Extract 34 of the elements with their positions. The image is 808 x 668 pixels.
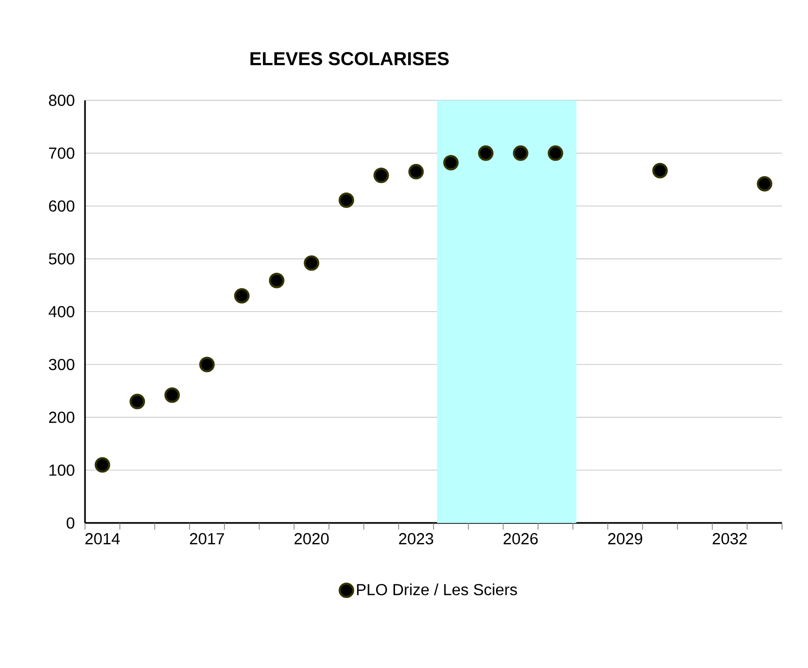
point xyxy=(652,162,668,178)
y-tick-label: 300 xyxy=(48,358,74,370)
y-tick-label: 400 xyxy=(48,306,74,318)
x-tick-label: 2029 xyxy=(608,533,642,544)
point xyxy=(373,168,389,184)
point xyxy=(234,288,250,304)
y-tick-label: 0 xyxy=(66,517,74,529)
x-tick-label: 2017 xyxy=(190,533,224,544)
point xyxy=(756,176,772,192)
point xyxy=(199,356,215,372)
y-tick-label: 100 xyxy=(49,464,74,476)
point xyxy=(512,145,528,161)
point xyxy=(408,164,424,180)
chart-title: ELEVES SCOLARISES xyxy=(250,52,449,66)
y-tick-label: 800 xyxy=(48,94,74,106)
x-tick-label: 2023 xyxy=(399,533,434,544)
point xyxy=(94,457,110,473)
point xyxy=(304,255,320,271)
legend-label: PLO Drize / Les Sciers xyxy=(357,584,517,596)
y-tick-label: 700 xyxy=(49,148,74,159)
point xyxy=(338,192,354,208)
point xyxy=(548,145,564,161)
x-tick-label: 2026 xyxy=(504,533,538,544)
x-tick-label: 2014 xyxy=(85,533,120,544)
y-tick-label: 200 xyxy=(49,412,74,423)
point xyxy=(268,272,284,288)
x-tick-label: 2032 xyxy=(712,533,747,544)
point xyxy=(164,387,180,403)
point xyxy=(478,145,494,161)
y-tick-label: 500 xyxy=(48,253,74,264)
x-tick-label: 2020 xyxy=(294,533,329,544)
point xyxy=(130,394,146,410)
y-tick-label: 600 xyxy=(49,200,74,212)
point xyxy=(443,154,459,170)
